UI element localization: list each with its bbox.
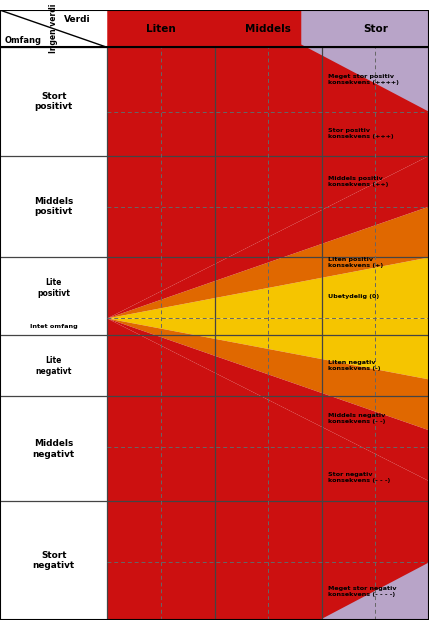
Text: Middels
positivt: Middels positivt: [34, 197, 73, 216]
Polygon shape: [109, 156, 429, 318]
Text: Stor negativ
konsekvens (- - -): Stor negativ konsekvens (- - -): [328, 472, 390, 483]
Text: Lite
positivt: Lite positivt: [37, 278, 70, 298]
Text: Ubetydelig (0): Ubetydelig (0): [328, 294, 379, 299]
Text: Omfang: Omfang: [4, 36, 41, 45]
Polygon shape: [109, 257, 429, 319]
Text: Middels negativ
konsekvens (- -): Middels negativ konsekvens (- -): [328, 413, 386, 424]
Text: Verdi: Verdi: [64, 15, 91, 24]
Text: Stort
negativt: Stort negativt: [33, 551, 75, 570]
Polygon shape: [107, 319, 429, 620]
Text: Middels positiv
konsekvens (++): Middels positiv konsekvens (++): [328, 176, 389, 187]
Polygon shape: [109, 319, 429, 430]
Polygon shape: [109, 319, 429, 379]
Text: Ingen verdi: Ingen verdi: [49, 4, 58, 53]
Polygon shape: [301, 10, 429, 112]
Text: Lite
negativt: Lite negativt: [36, 356, 72, 376]
Text: Meget stor negativ
konsekvens (- - - -): Meget stor negativ konsekvens (- - - -): [328, 586, 397, 596]
Text: Liten: Liten: [146, 24, 176, 33]
Polygon shape: [320, 562, 429, 620]
Text: Liten positiv
konsekvens (+): Liten positiv konsekvens (+): [328, 257, 383, 268]
Polygon shape: [107, 10, 429, 319]
Bar: [107, 10, 429, 620]
Polygon shape: [109, 206, 429, 318]
Text: Liten negativ
konsekvens (-): Liten negativ konsekvens (-): [328, 360, 381, 371]
Text: Meget stor positiv
konsekvens (++++): Meget stor positiv konsekvens (++++): [328, 74, 399, 85]
Text: Stor: Stor: [363, 24, 388, 33]
Polygon shape: [109, 319, 429, 481]
Text: Intet omfang: Intet omfang: [30, 324, 78, 329]
Text: Middels: Middels: [245, 24, 291, 33]
Text: Stor positiv
konsekvens (+++): Stor positiv konsekvens (+++): [328, 128, 394, 139]
Text: Middels
negativt: Middels negativt: [33, 439, 75, 459]
Text: Stort
positivt: Stort positivt: [34, 92, 73, 111]
